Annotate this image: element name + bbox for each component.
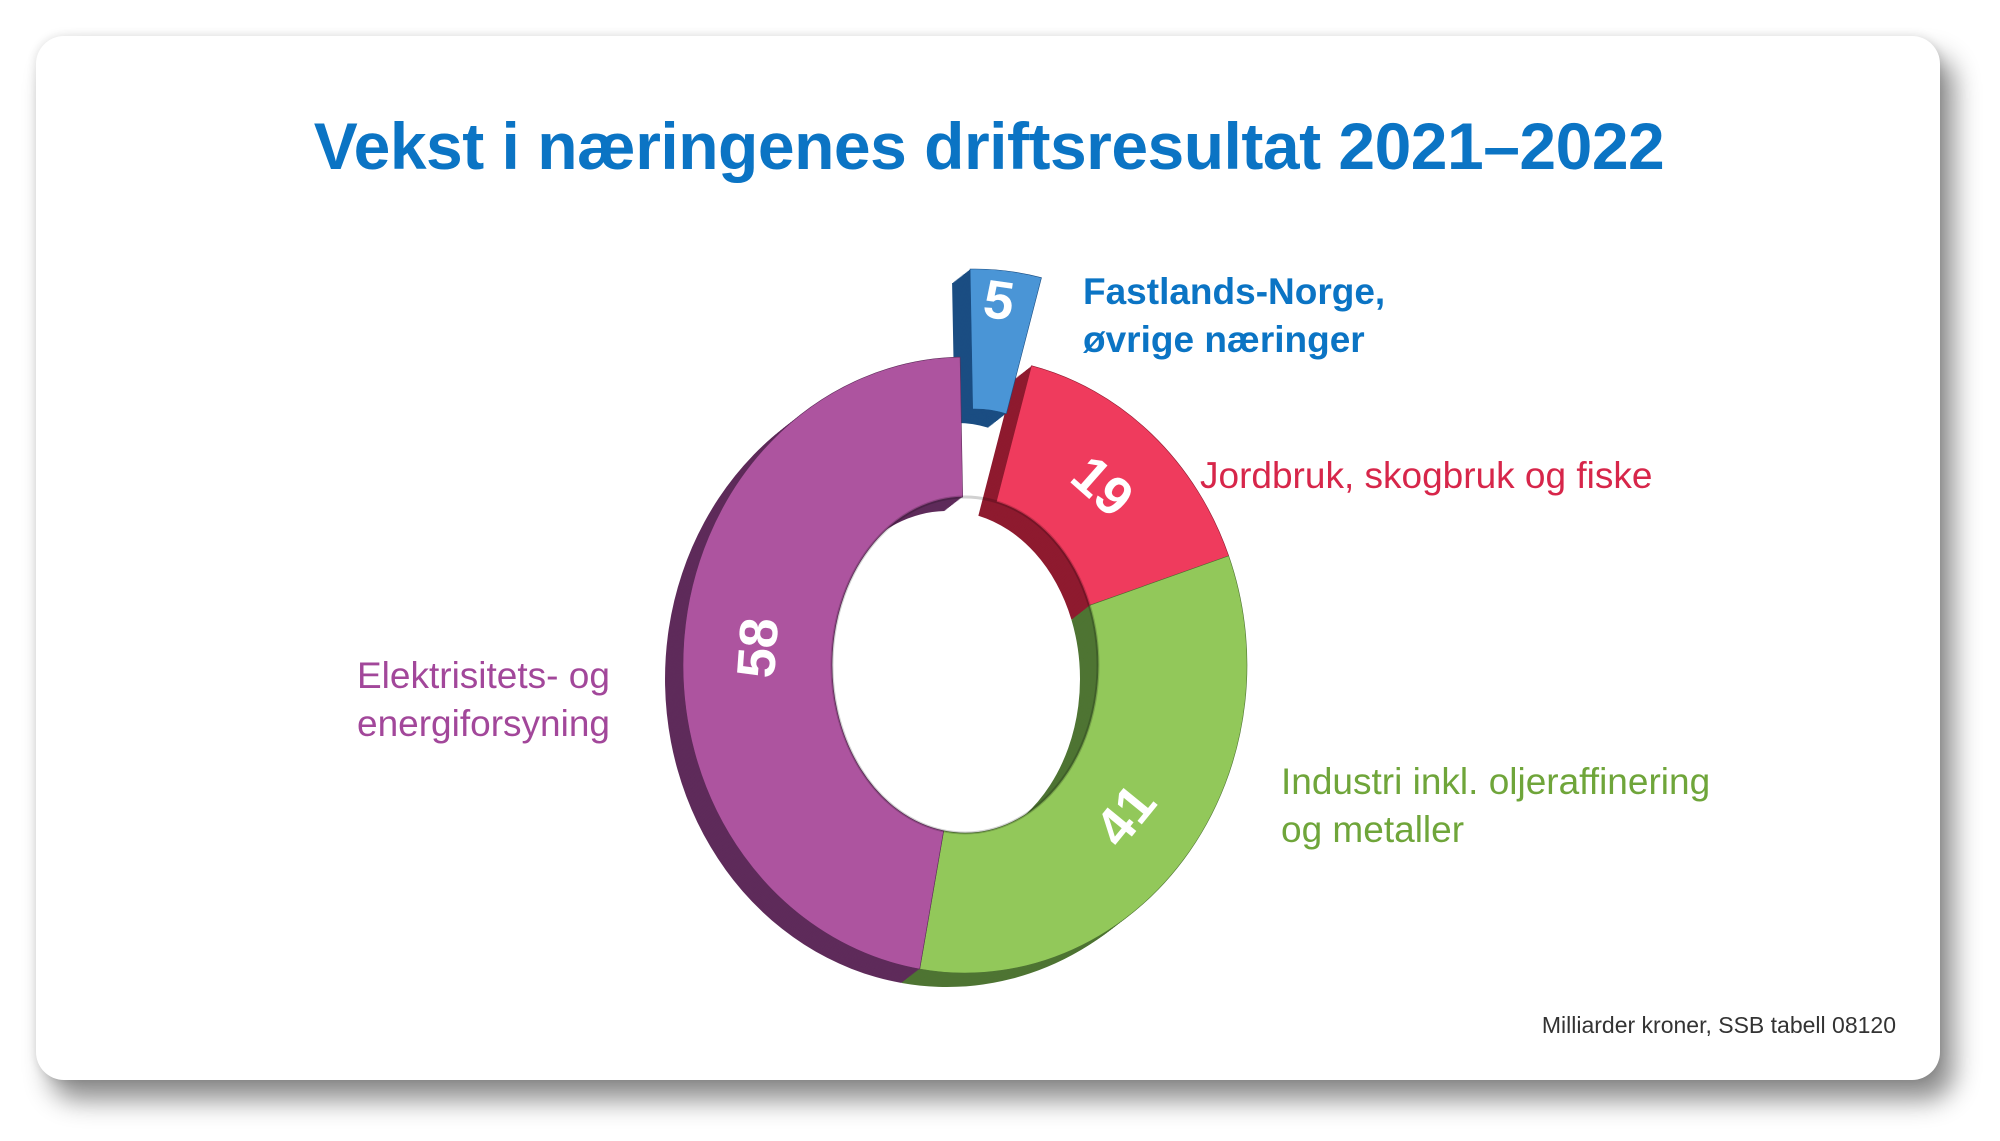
slice-elektrisitet	[682, 356, 963, 970]
slice-industri	[919, 555, 1248, 974]
label-fastlands-norge-line-1: Fastlands-Norge,	[1083, 271, 1386, 312]
label-industri-line-1: Industri inkl. oljeraffinering	[1281, 761, 1711, 802]
value-label-elektrisitet: 58	[726, 616, 790, 680]
chart-title: Vekst i næringenes driftsresultat 2021–2…	[313, 109, 1665, 183]
label-elektrisitet-line-1: Elektrisitets- og	[357, 655, 610, 696]
slice-fastlands-norge	[969, 268, 1042, 415]
label-fastlands-norge-line-2: øvrige næringer	[1083, 319, 1365, 360]
label-jordbruk: Jordbruk, skogbruk og fiske	[1200, 452, 1652, 500]
label-industri-line-2: og metaller	[1281, 809, 1465, 850]
label-elektrisitet: Elektrisitets- og energiforsyning	[357, 652, 610, 748]
label-elektrisitet-line-2: energiforsyning	[357, 703, 610, 744]
slice-jordbruk	[995, 365, 1230, 606]
donut-inner-edge	[830, 495, 1100, 835]
label-industri: Industri inkl. oljeraffinering og metall…	[1281, 758, 1710, 854]
label-fastlands-norge: Fastlands-Norge, øvrige næringer	[1083, 268, 1385, 364]
source-footnote: Milliarder kroner, SSB tabell 08120	[1541, 1012, 1896, 1038]
label-jordbruk-line-1: Jordbruk, skogbruk og fiske	[1200, 455, 1653, 496]
